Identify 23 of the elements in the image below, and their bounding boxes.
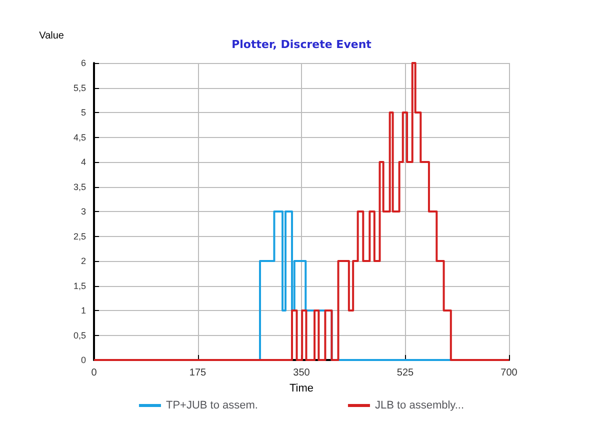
y-tick-label: 0,5 [73,330,86,340]
legend-label: TP+JUB to assem. [166,400,258,412]
x-tick-label: 175 [189,368,207,378]
y-tick-label: 6 [80,58,86,68]
y-tick-label: 2,5 [73,231,86,242]
x-axis-title: Time [289,382,314,394]
x-tick-label: 525 [396,368,414,378]
y-tick-label: 0 [80,355,86,365]
legend-label: JLB to assembly... [374,400,464,412]
x-tick-label: 0 [91,368,98,378]
y-tick-label: 1 [80,306,86,316]
y-tick-label: 2 [80,256,86,266]
x-tick-label: 700 [500,368,518,378]
y-axis-title: Value [39,30,64,42]
y-tick-label: 3,5 [73,182,86,192]
y-tick-label: 3 [80,206,86,216]
chart-title: Plotter, Discrete Event [232,38,372,51]
y-tick-label: 5 [80,108,86,118]
y-tick-label: 5,5 [73,82,86,93]
y-tick-label: 4,5 [73,132,86,142]
y-tick-label: 1,5 [73,280,86,291]
y-tick-label: 4 [80,157,86,167]
x-tick-label: 350 [293,368,310,378]
